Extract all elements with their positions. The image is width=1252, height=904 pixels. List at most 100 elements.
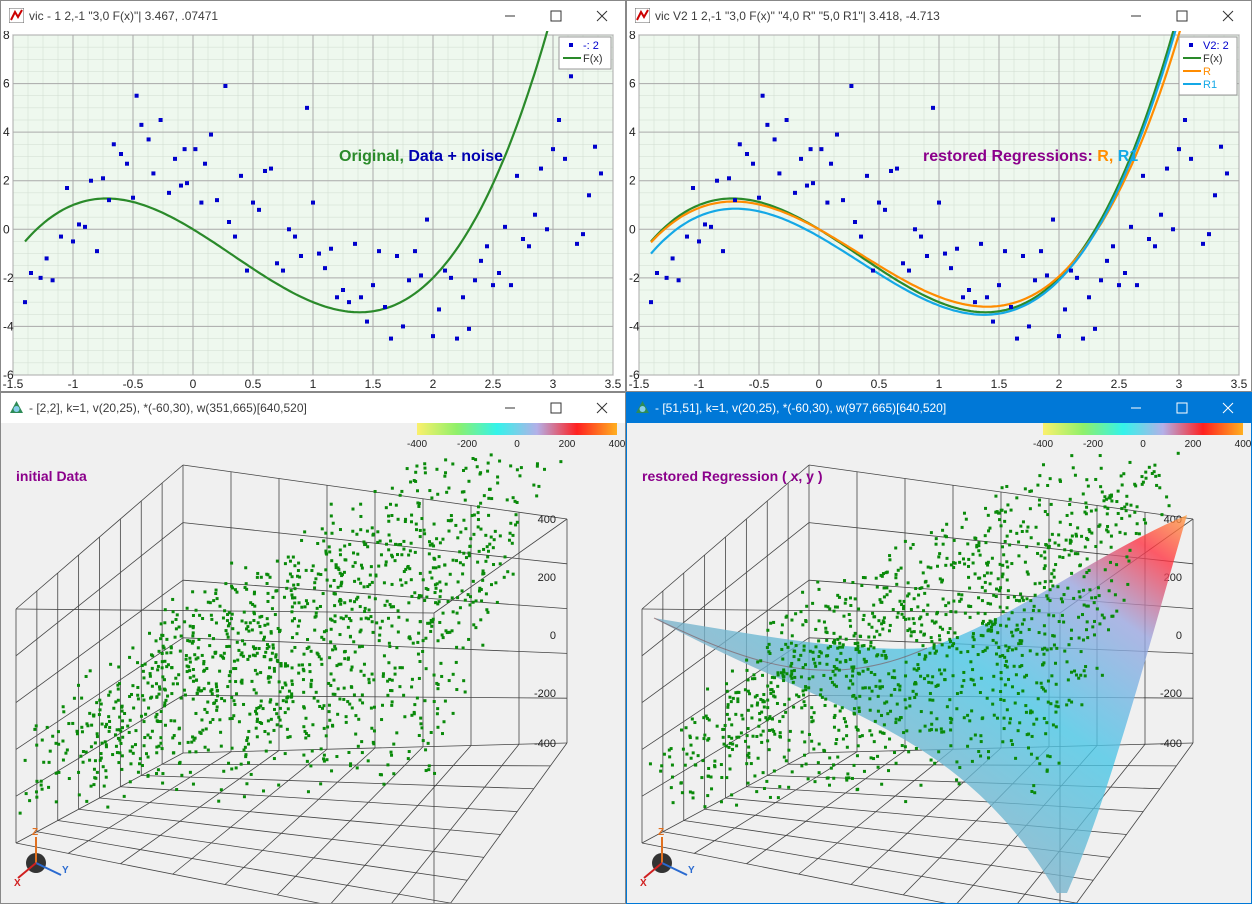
scatter-point [255, 575, 259, 579]
scatter-point [400, 553, 404, 557]
plot-area[interactable]: -1.5 -1 -0.5 0 0.5 1 1.5 2 2.5 3 3.5 -6 -4 -2 0 2 4 6 8 -: … [1, 1, 625, 391]
scatter-point [781, 715, 785, 719]
scatter-point [918, 586, 922, 590]
title-bar[interactable]: vic - 1 2,-1 "3,0 F(x)"| 3.467, .07471 [1, 1, 625, 31]
close-button[interactable] [579, 1, 625, 31]
scatter-point [23, 758, 27, 762]
data-point [557, 118, 561, 122]
scatter-point [1053, 541, 1057, 545]
scatter-point [293, 596, 297, 600]
scatter-point [947, 601, 951, 605]
minimize-button[interactable] [487, 393, 533, 423]
scatter-point [706, 738, 710, 742]
scatter-point [1057, 761, 1061, 765]
scatter-point [943, 678, 947, 682]
scatter-point [362, 540, 366, 544]
z-tick-label: -400 [534, 738, 556, 750]
scatter-point [948, 637, 952, 641]
scatter-point [1081, 638, 1085, 642]
scatter-point [410, 677, 414, 681]
scatter-point [1102, 499, 1106, 503]
scatter-point [275, 712, 279, 716]
close-button[interactable] [1205, 1, 1251, 31]
scatter-point [265, 617, 269, 621]
title-bar[interactable]: - [51,51], k=1, v(20,25), *(-60,30), w(9… [627, 393, 1251, 423]
scatter-point [206, 700, 210, 704]
scatter-point [251, 645, 255, 649]
data-point [1189, 156, 1193, 161]
scatter-point [461, 646, 465, 650]
maximize-button[interactable] [1159, 393, 1205, 423]
scatter-point [359, 514, 363, 518]
series-line-F(x) [24, 1, 557, 314]
scatter-point [962, 716, 966, 720]
maximize-button[interactable] [1159, 1, 1205, 31]
scatter-point [247, 629, 251, 633]
data-point [1159, 212, 1163, 217]
y-tick-label: -4 [3, 319, 14, 333]
minimize-button[interactable] [1113, 393, 1159, 423]
scatter-point [978, 691, 982, 695]
minimize-button[interactable] [487, 1, 533, 31]
data-point [407, 278, 411, 283]
scatter-point [1141, 480, 1145, 484]
scatter-point [277, 630, 281, 634]
scatter-point [322, 726, 326, 730]
scatter-point [887, 769, 891, 773]
scatter-point [862, 657, 866, 661]
plot3d-area[interactable]: 400 200 0 -200 -400 restored Regression ( x, … [627, 423, 1251, 903]
scatter-point [309, 649, 313, 653]
scatter-point [860, 734, 864, 738]
minimize-icon [1131, 15, 1141, 17]
scatter-point [67, 777, 71, 781]
plot-area[interactable]: -1.5 -1 -0.5 0 0.5 1 1.5 2 2.5 3 3.5 -6 -4 -2 0 2 4 6 8 V2:… [627, 1, 1251, 391]
title-bar[interactable]: - [2,2], k=1, v(20,25), *(-60,30), w(351… [1, 393, 625, 423]
scatter-point [403, 520, 407, 524]
scatter-point [336, 566, 340, 570]
scatter-point [951, 561, 955, 565]
scatter-point [386, 679, 390, 683]
data-point [955, 246, 959, 251]
plot3d-area[interactable]: 400 200 0 -200 -400 initial Data -400 -200 0 200 4… [1, 423, 625, 903]
maximize-button[interactable] [533, 1, 579, 31]
scatter-point [247, 729, 251, 733]
scatter-point [372, 742, 376, 746]
scatter-point [440, 633, 444, 637]
scatter-point [290, 694, 294, 698]
maximize-button[interactable] [533, 393, 579, 423]
scatter-point [987, 529, 991, 533]
z-tick-label: -200 [534, 688, 556, 700]
scatter-point [930, 640, 934, 644]
scatter-point [1126, 582, 1130, 586]
scatter-point [353, 561, 357, 565]
scatter-point [489, 453, 493, 457]
scatter-point [981, 619, 985, 623]
scatter-point [892, 669, 896, 673]
scatter-point [237, 648, 241, 652]
minimize-button[interactable] [1113, 1, 1159, 31]
scatter-point [312, 599, 316, 603]
close-button[interactable] [1205, 393, 1251, 423]
close-button[interactable] [579, 393, 625, 423]
scatter-point [228, 670, 232, 674]
maximize-icon [1176, 402, 1188, 414]
scatter-point [891, 608, 895, 612]
scatter-point [213, 701, 217, 705]
scatter-point [429, 618, 433, 622]
x-tick-label: -1.5 [3, 377, 24, 391]
scatter-point [928, 728, 932, 732]
scatter-point [198, 613, 202, 617]
scatter-point [264, 749, 268, 753]
scatter-point [751, 677, 755, 681]
scatter-point [970, 759, 974, 763]
scatter-point [214, 592, 218, 596]
scatter-point [136, 661, 140, 665]
scatter-point [1051, 584, 1055, 588]
scatter-point [481, 572, 485, 576]
scatter-point [118, 715, 122, 719]
scatter-point [423, 471, 427, 475]
chart-top-left: -1.5 -1 -0.5 0 0.5 1 1.5 2 2.5 3 3.5-6-4-202468-: … [1, 1, 625, 391]
scatter-point [426, 588, 430, 592]
title-bar[interactable]: vic V2 1 2,-1 "3,0 F(x)" "4,0 R" "5,0 R1… [627, 1, 1251, 31]
scatter-point [1048, 588, 1052, 592]
